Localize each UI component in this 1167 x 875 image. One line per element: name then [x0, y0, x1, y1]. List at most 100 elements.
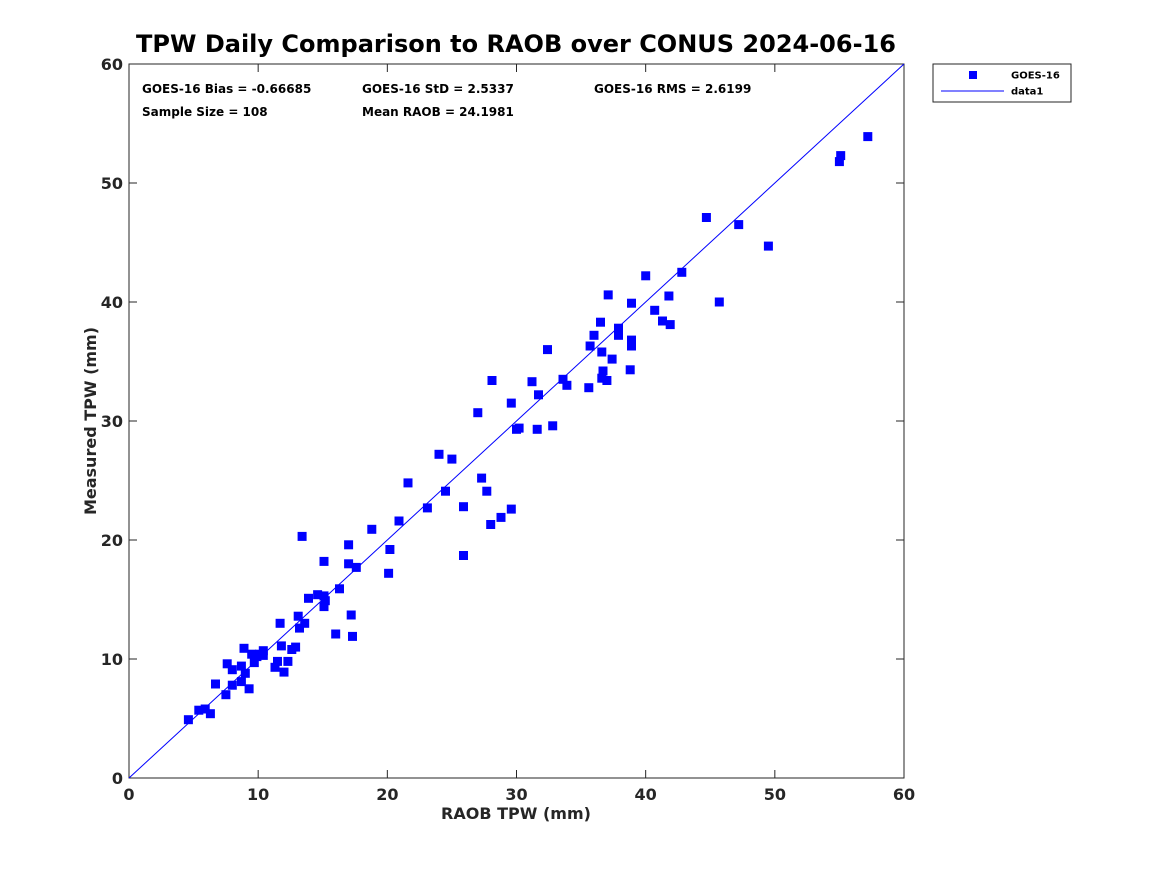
data-point [506, 504, 516, 514]
data-point [473, 408, 483, 418]
data-point [486, 520, 496, 529]
data-point [283, 656, 293, 666]
y-axis-label: Measured TPW (mm) [81, 327, 100, 515]
y-tick-label: 60 [101, 55, 123, 74]
data-point [331, 629, 341, 639]
data-point [650, 305, 660, 315]
data-point [548, 421, 558, 431]
stat-std: GOES-16 StD = 2.5337 [362, 82, 514, 96]
data-point [459, 551, 468, 560]
data-point [249, 658, 259, 668]
data-point [585, 341, 595, 351]
data-point [614, 323, 623, 333]
legend-box [932, 63, 1072, 103]
data-point [641, 271, 651, 281]
data-point [596, 317, 605, 327]
data-point [344, 540, 354, 550]
x-tick-label: 60 [893, 785, 915, 804]
data-point [701, 213, 711, 222]
data-point [763, 241, 773, 251]
data-point [394, 516, 404, 526]
y-tick-label: 40 [101, 293, 123, 312]
data-point [236, 677, 246, 687]
data-point [602, 376, 612, 385]
data-point [205, 709, 215, 719]
data-point [320, 596, 330, 606]
data-point [239, 643, 249, 653]
data-point [863, 132, 873, 142]
data-point [625, 365, 635, 375]
data-point [222, 659, 232, 669]
stat-sample-size: Sample Size = 108 [142, 105, 268, 119]
x-tick-label: 50 [764, 785, 786, 804]
data-point [562, 380, 572, 390]
data-point [614, 330, 623, 340]
data-point [319, 591, 329, 601]
data-point [584, 383, 594, 393]
data-point [304, 593, 313, 603]
data-point [527, 377, 537, 387]
data-point [627, 335, 636, 345]
data-point [664, 291, 674, 301]
data-point [258, 646, 268, 656]
data-point [247, 649, 257, 659]
data-point [313, 590, 323, 600]
data-point [441, 486, 450, 496]
stat-rms: GOES-16 RMS = 2.6199 [594, 82, 751, 96]
data-point [598, 366, 608, 376]
y-tick-label: 0 [112, 769, 123, 788]
data-point [403, 478, 413, 488]
x-tick-label: 0 [123, 785, 134, 804]
data-point [300, 618, 310, 628]
data-point [293, 611, 303, 621]
data-point [244, 684, 254, 694]
data-point [240, 668, 250, 678]
data-point [514, 423, 524, 433]
legend: GOES-16 data1 [932, 63, 1072, 103]
data-point [589, 330, 599, 340]
data-point [273, 656, 282, 666]
data-point [227, 665, 237, 675]
data-point [496, 512, 506, 522]
data-point [344, 559, 354, 569]
y-tick-label: 20 [101, 531, 123, 550]
data-point [385, 545, 395, 554]
axis-ticks: 0 10 20 30 40 50 60 0 10 20 30 40 50 60 [101, 55, 915, 804]
plot-area: 0 10 20 30 40 50 60 0 10 20 30 40 50 60 [101, 55, 915, 804]
data-point [367, 524, 377, 534]
data-point [291, 642, 301, 652]
data-point [335, 584, 344, 594]
data-point [714, 297, 724, 307]
data-point [734, 220, 744, 230]
series-markers-goes16 [183, 132, 873, 725]
data-point [279, 667, 289, 677]
data-point [447, 454, 457, 464]
data-point [607, 354, 617, 364]
data-point [543, 345, 552, 355]
x-tick-label: 40 [635, 785, 657, 804]
data-point [532, 424, 542, 434]
data-point [597, 373, 607, 383]
data-point [319, 602, 329, 612]
y-tick-label: 30 [101, 412, 123, 431]
data-point [603, 290, 613, 300]
legend-label-data1: data1 [1011, 87, 1043, 98]
stat-bias: GOES-16 Bias = -0.66685 [142, 82, 311, 96]
data-point [221, 690, 231, 700]
data-point [348, 631, 357, 641]
y-tick-label: 50 [101, 174, 123, 193]
data-point [665, 320, 675, 330]
data-point [227, 680, 237, 690]
data-point [477, 473, 487, 483]
y-tick-label: 10 [101, 650, 123, 669]
data-point [834, 157, 844, 167]
data-point [351, 562, 361, 572]
data-point [422, 503, 432, 513]
data-point [677, 267, 687, 277]
data-point [487, 376, 497, 385]
data-point [346, 610, 356, 620]
data-point [482, 486, 492, 496]
x-tick-label: 30 [505, 785, 527, 804]
data-point [211, 679, 220, 689]
